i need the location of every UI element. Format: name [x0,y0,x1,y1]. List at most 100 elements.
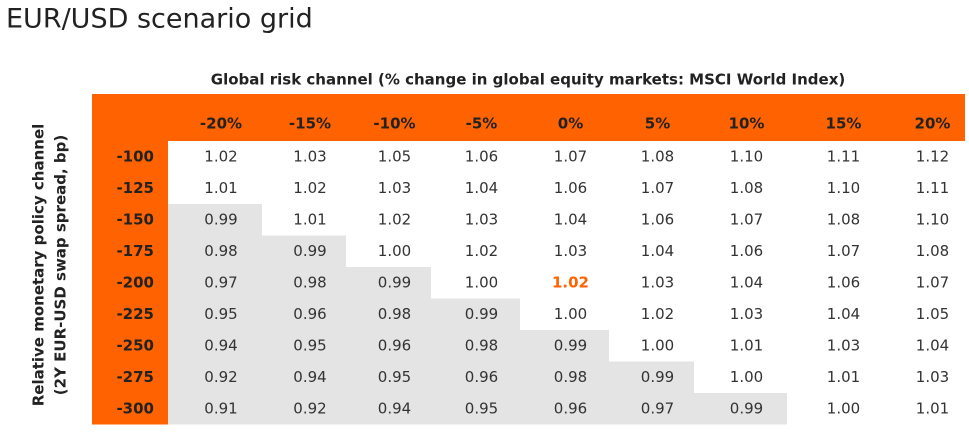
column-header: -15% [289,115,331,133]
cell: 1.01 [293,210,326,228]
page-title: EUR/USD scenario grid [6,4,313,35]
cell: 0.99 [554,336,587,354]
row-header: -275 [116,368,154,386]
cell: 1.04 [641,242,674,260]
cell: 1.02 [641,305,674,323]
cell: 1.12 [916,147,949,165]
cell: 1.07 [827,242,860,260]
cell: 1.06 [641,210,674,228]
shaded-cell [346,330,431,362]
cell: 1.05 [916,305,949,323]
shaded-cell [609,361,694,393]
cell: 1.02 [465,242,498,260]
shaded-cell [262,235,346,267]
column-header: -5% [466,115,498,133]
cell: 1.11 [916,179,949,197]
cell: 0.99 [204,210,237,228]
shaded-cell [168,330,262,362]
row-axis-label-line: (2Y EUR-USD swap spread, bp) [52,135,70,395]
shaded-cell [609,393,694,425]
column-header: 0% [558,115,583,133]
cell: 0.96 [465,368,498,386]
cell: 0.98 [554,368,587,386]
cell: 1.02 [204,147,237,165]
shaded-cell [431,330,520,362]
cell: 1.07 [641,179,674,197]
cell: 0.95 [204,305,237,323]
shaded-cell [520,393,609,425]
shaded-cell [168,298,262,330]
shaded-cell [262,267,346,299]
cell: 1.04 [554,210,587,228]
shaded-cell [346,361,431,393]
cell: 1.08 [916,242,949,260]
column-header: 5% [645,115,670,133]
column-header: 15% [826,115,862,133]
cell: 1.08 [827,210,860,228]
shaded-cell [168,204,262,236]
cell: 1.08 [730,179,763,197]
highlighted-cell: 1.02 [552,273,589,291]
shaded-cell [168,267,262,299]
cell: 0.96 [293,305,326,323]
shaded-cell [168,393,262,425]
shaded-cell [694,393,787,425]
cell: 0.95 [378,368,411,386]
cell: 1.01 [827,368,860,386]
shaded-cell [520,330,609,362]
cell: 0.94 [378,399,411,417]
cell: 1.06 [827,273,860,291]
header-band [92,94,965,141]
cell: 0.94 [204,336,237,354]
cell: 1.01 [916,399,949,417]
cell: 1.06 [730,242,763,260]
cell: 1.03 [554,242,587,260]
row-header: -175 [116,242,154,260]
shaded-cell [520,361,609,393]
cell: 1.01 [204,179,237,197]
row-header: -225 [116,305,154,323]
column-axis-label: Global risk channel (% change in global … [211,71,845,89]
cell: 0.95 [293,336,326,354]
shaded-cell [262,298,346,330]
cell: 1.00 [730,368,763,386]
cell: 1.01 [730,336,763,354]
cell: 0.99 [465,305,498,323]
cell: 0.96 [378,336,411,354]
row-axis-label: Relative monetary policy channel (2Y EUR… [30,124,70,407]
cell: 0.92 [204,368,237,386]
cell: 0.98 [378,305,411,323]
cell: 1.07 [730,210,763,228]
cell: 0.91 [204,399,237,417]
cell: 1.00 [827,399,860,417]
cell: 1.08 [641,147,674,165]
shaded-cell [262,393,346,425]
column-header: -20% [200,115,242,133]
cell: 1.00 [465,273,498,291]
cell: 1.04 [916,336,949,354]
cell: 1.11 [827,147,860,165]
cell: 1.07 [916,273,949,291]
row-header-band [92,94,168,425]
shaded-cell [346,298,431,330]
column-header: 10% [729,115,765,133]
row-axis-label-line: Relative monetary policy channel [30,124,48,407]
shaded-cell [262,361,346,393]
cell: 1.00 [378,242,411,260]
cell: 0.99 [293,242,326,260]
row-header: -150 [116,210,154,228]
cell: 1.10 [916,210,949,228]
cell: 0.97 [204,273,237,291]
cell: 1.06 [465,147,498,165]
cell: 0.92 [293,399,326,417]
cell: 0.95 [465,399,498,417]
cell: 1.03 [641,273,674,291]
cell: 1.03 [378,179,411,197]
cell: 1.10 [730,147,763,165]
cell: 1.03 [730,305,763,323]
cell: 0.98 [293,273,326,291]
shaded-cell [431,361,520,393]
column-header: 20% [915,115,951,133]
cell: 1.04 [827,305,860,323]
